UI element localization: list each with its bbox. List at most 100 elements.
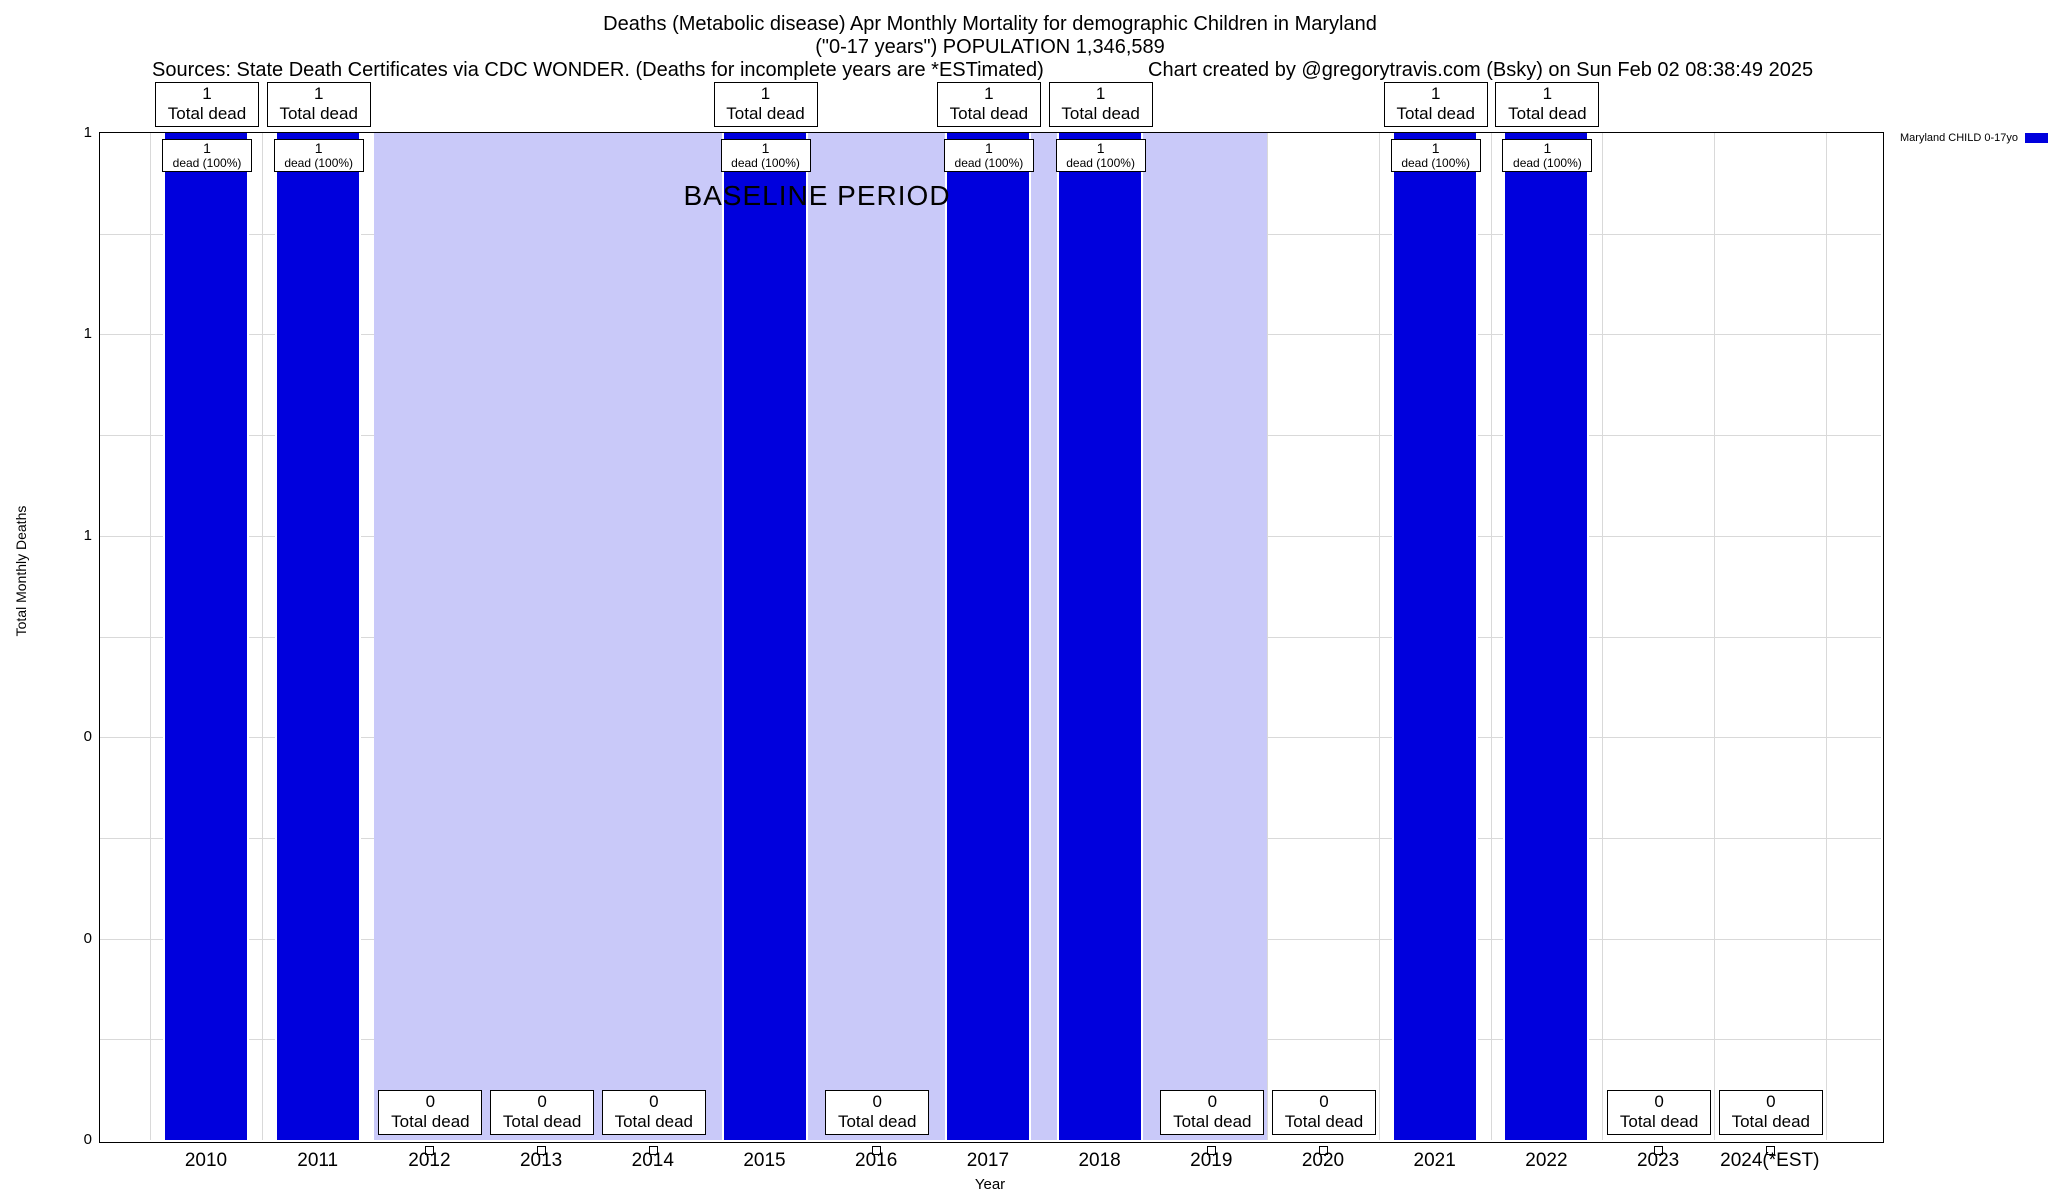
total-dead-box-2012-line1: 0 [425,1092,436,1111]
x-tick-label-2010: 2010 [184,1150,228,1171]
zero-marker-2020 [1319,1146,1328,1155]
total-dead-box-2010: 1 Total dead [155,82,259,127]
total-dead-box-2020-line2: Total dead [1284,1112,1364,1131]
v-gridline [1825,133,1827,1140]
legend: Maryland CHILD 0-17yo [1900,132,2048,144]
total-dead-box-2022: 1 Total dead [1495,82,1600,127]
x-tick-label-2021: 2021 [1413,1150,1456,1171]
total-dead-box-2017-line1: 1 [984,84,994,103]
v-gridline [1267,133,1269,1140]
total-dead-box-2023-line2: Total dead [1619,1112,1699,1131]
bar-2011 [276,133,359,1140]
x-tick-label-2011: 2011 [297,1150,339,1171]
total-dead-box-2023-line1: 0 [1654,1092,1664,1111]
total-dead-box-2020: 0 Total dead [1272,1090,1376,1135]
x-tick-label-2017: 2017 [966,1150,1010,1171]
bar-value-box-2011-line1: 1 [314,140,323,156]
bar-2022 [1505,133,1588,1140]
bar-value-box-2022-line2: dead (100%) [1513,156,1582,170]
total-dead-box-2019: 0 Total dead [1160,1090,1265,1135]
total-dead-box-2024(*EST)-line2: Total dead [1731,1112,1811,1131]
total-dead-box-2019-line2: Total dead [1173,1112,1252,1131]
total-dead-box-2024(*EST): 0 Total dead [1718,1090,1823,1135]
total-dead-box-2013: 0 Total dead [490,1090,595,1135]
total-dead-box-2022-line1: 1 [1542,84,1553,103]
y-axis-title: Total Monthly Deaths [13,505,29,637]
x-tick-label-2012: 2012 [408,1150,451,1171]
bar-value-box-2015-line1: 1 [761,140,770,156]
total-dead-box-2010-line1: 1 [202,84,212,103]
bar-value-box-2022-line1: 1 [1543,140,1552,156]
total-dead-box-2021-line1: 1 [1430,84,1441,103]
total-dead-box-2016-line1: 0 [872,1092,882,1111]
zero-marker-2013 [537,1146,547,1155]
total-dead-box-2011-line2: Total dead [279,104,358,123]
chart-subtitle: ("0-17 years") POPULATION 1,346,589 [815,36,1165,58]
bar-value-box-2010-line1: 1 [203,140,211,156]
total-dead-box-2011: 1 Total dead [266,82,371,127]
bar-value-box-2018-line1: 1 [1096,140,1105,156]
legend-swatch [2025,133,2048,143]
bar-value-box-2011: 1 dead (100%) [273,139,364,172]
total-dead-box-2019-line1: 0 [1207,1092,1218,1111]
total-dead-box-2011-line1: 1 [313,84,324,103]
y-tick-label: 0 [83,929,92,947]
total-dead-box-2022-line2: Total dead [1508,104,1587,123]
total-dead-box-2017-line2: Total dead [949,104,1029,123]
total-dead-box-2014-line1: 0 [649,1092,659,1111]
zero-marker-2012 [425,1146,435,1155]
total-dead-box-2023: 0 Total dead [1607,1090,1712,1135]
bar-2010 [165,133,247,1140]
x-tick-label-2022: 2022 [1525,1150,1568,1171]
total-dead-box-2017: 1 Total dead [936,82,1041,127]
bar-value-box-2022: 1 dead (100%) [1502,139,1593,172]
v-gridline [150,133,152,1140]
bar-value-box-2015: 1 dead (100%) [720,139,811,172]
x-tick-label-2016: 2016 [855,1150,898,1171]
y-tick-label: 0 [83,1131,92,1148]
chart-title: Deaths (Metabolic disease) Apr Monthly M… [603,13,1377,35]
bar-value-box-2010: 1 dead (100%) [162,139,252,172]
bar-value-box-2017-line1: 1 [984,140,993,156]
credit-note: Chart created by @gregorytravis.com (Bsk… [1148,59,1814,81]
total-dead-box-2020-line1: 0 [1319,1092,1329,1111]
total-dead-box-2014-line2: Total dead [614,1112,694,1131]
total-dead-box-2021: 1 Total dead [1383,82,1488,127]
y-tick-label: 1 [83,325,92,343]
zero-marker-2014 [648,1146,658,1155]
x-tick-label-2013: 2013 [519,1150,563,1171]
v-gridline [1490,133,1492,1140]
total-dead-box-2012-line2: Total dead [391,1112,470,1131]
total-dead-box-2015: 1 Total dead [713,82,818,127]
bar-value-box-2021-line1: 1 [1431,140,1440,156]
zero-marker-2024(*EST) [1765,1146,1775,1155]
y-tick-label: 1 [83,526,92,544]
x-tick-label-2020: 2020 [1301,1150,1345,1171]
total-dead-box-2021-line2: Total dead [1396,104,1475,123]
total-dead-box-2010-line2: Total dead [167,104,247,123]
v-gridline [261,133,263,1140]
x-tick-label-2024(*EST): 2024(*EST) [1720,1150,1820,1171]
sources-note: Sources: State Death Certificates via CD… [152,59,1044,81]
total-dead-box-2024(*EST)-line1: 0 [1766,1092,1776,1111]
zero-marker-2023 [1654,1146,1664,1155]
bar-2018 [1058,133,1141,1140]
bar-2021 [1393,133,1476,1140]
bar-value-box-2018-line2: dead (100%) [1066,156,1135,170]
x-tick-label-2014: 2014 [631,1150,674,1171]
bar-2017 [946,133,1029,1140]
bar-value-box-2017: 1 dead (100%) [943,139,1034,172]
total-dead-box-2013-line1: 0 [537,1092,547,1111]
x-tick-label-2015: 2015 [743,1150,786,1171]
x-tick-label-2023: 2023 [1636,1150,1680,1171]
total-dead-box-2016: 0 Total dead [825,1090,930,1135]
bar-2015 [723,133,806,1140]
total-dead-box-2013-line2: Total dead [502,1112,582,1131]
zero-marker-2016 [872,1146,882,1155]
v-gridline [1378,133,1380,1140]
v-gridline [1602,133,1604,1140]
bar-value-box-2015-line2: dead (100%) [731,156,800,170]
v-gridline [1713,133,1715,1140]
x-axis-title: Year [974,1176,1006,1193]
